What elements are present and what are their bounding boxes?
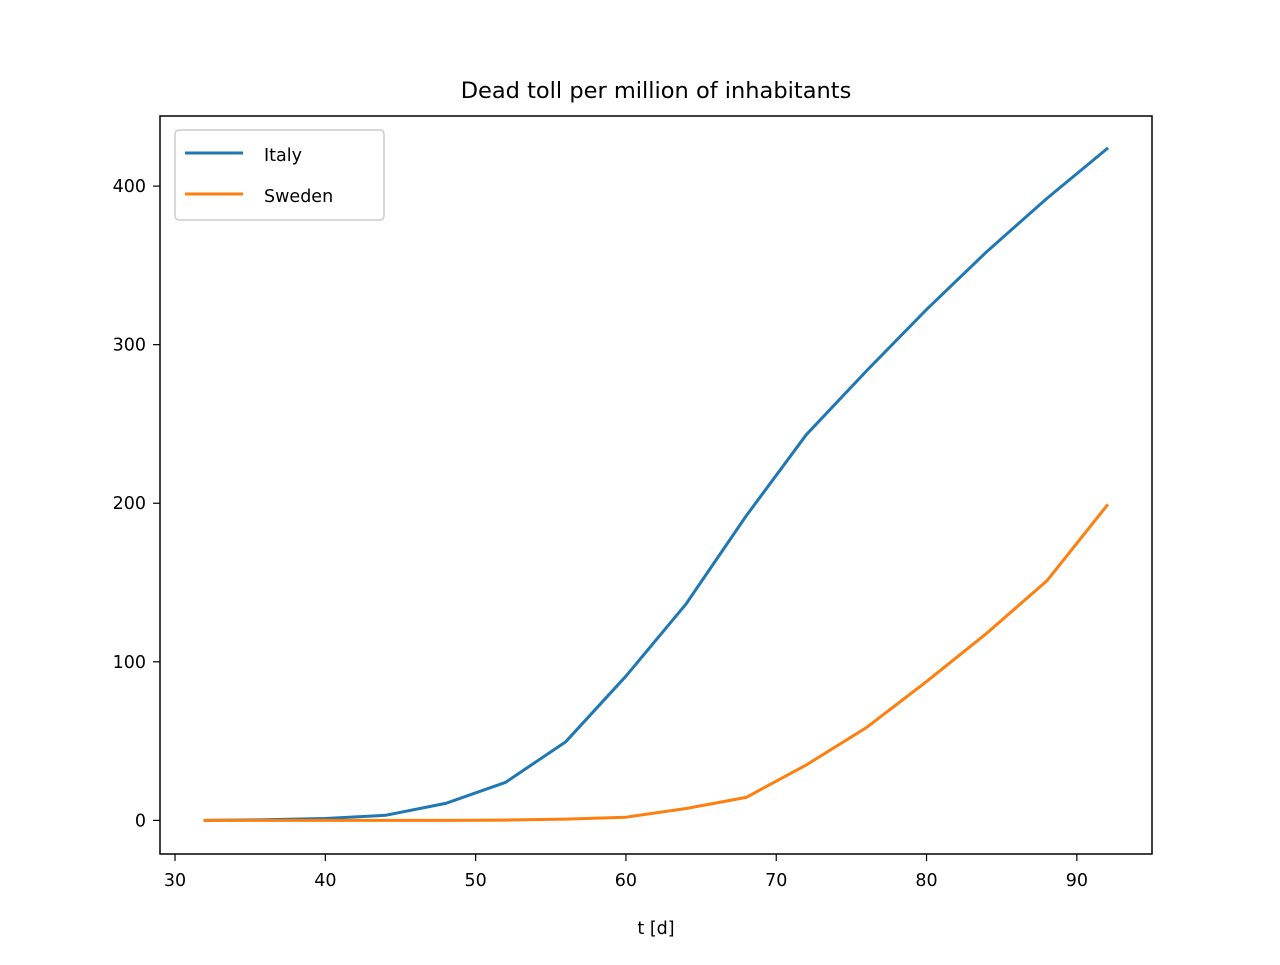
legend-label-italy: Italy (264, 146, 302, 166)
legend-label-sweden: Sweden (264, 187, 333, 207)
series-line-sweden (203, 503, 1110, 822)
x-tick-label: 60 (615, 871, 637, 891)
legend: Italy Sweden (174, 129, 385, 221)
x-tick-label: 50 (464, 871, 486, 891)
plot-frame (159, 115, 1153, 855)
series-layer (203, 146, 1110, 822)
y-axis: 0 100 200 300 400 (113, 177, 160, 831)
x-tick-label: 30 (164, 871, 186, 891)
x-axis-label: t [d] (637, 919, 674, 939)
y-tick-label: 400 (113, 177, 146, 197)
x-axis: 30 40 50 60 70 80 90 (164, 854, 1088, 891)
x-tick-label: 90 (1066, 871, 1088, 891)
y-tick-label: 300 (113, 336, 146, 356)
y-tick-label: 100 (113, 653, 146, 673)
x-tick-label: 80 (915, 871, 937, 891)
x-tick-label: 70 (765, 871, 787, 891)
x-tick-label: 40 (314, 871, 336, 891)
y-tick-label: 200 (113, 494, 146, 514)
y-tick-label: 0 (135, 811, 146, 831)
chart-title: Dead toll per million of inhabitants (461, 78, 852, 104)
series-line-italy (203, 146, 1110, 822)
